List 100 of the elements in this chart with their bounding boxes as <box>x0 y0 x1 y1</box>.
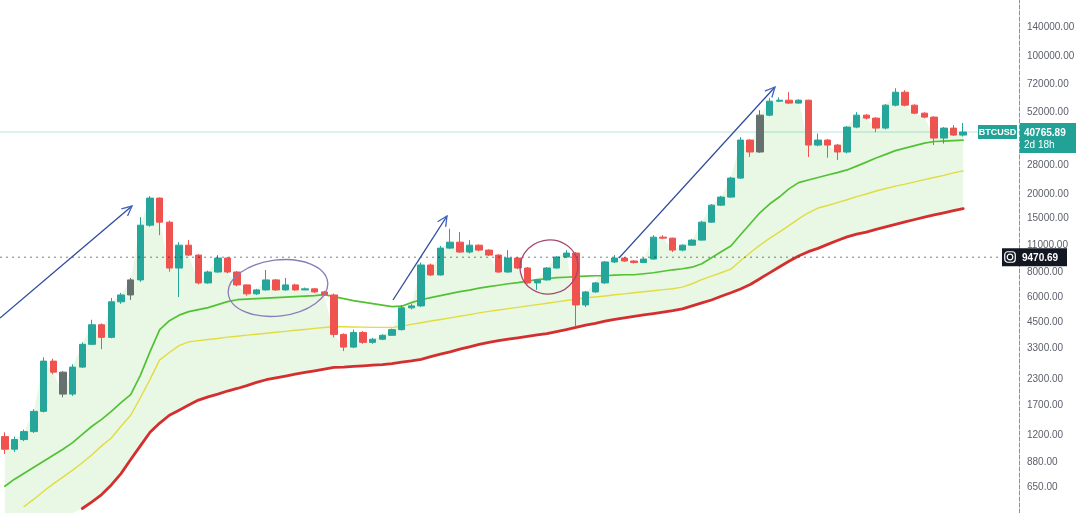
candlestick <box>185 239 192 257</box>
candlestick <box>524 266 531 285</box>
candlestick <box>863 113 870 120</box>
candlestick <box>272 278 280 292</box>
candlestick <box>359 330 367 345</box>
candlestick <box>350 329 357 349</box>
candlestick <box>98 322 105 350</box>
candlestick <box>582 290 589 308</box>
candlestick <box>253 288 260 296</box>
candlestick <box>108 297 115 339</box>
candlestick <box>688 238 696 247</box>
candlestick <box>282 277 289 292</box>
candlestick <box>592 281 599 294</box>
candlestick <box>805 99 812 158</box>
y-tick-label: 52000.00 <box>1027 105 1070 117</box>
candlestick <box>11 436 18 453</box>
candlestick <box>543 266 551 282</box>
candlestick <box>214 254 222 274</box>
candlestick <box>127 277 134 301</box>
candlestick <box>504 249 512 274</box>
candlestick <box>843 125 851 154</box>
candlestick <box>766 97 773 117</box>
candlestick <box>911 103 918 115</box>
candlestick <box>485 248 493 257</box>
y-tick-label: 3300.00 <box>1027 342 1064 354</box>
y-tick-label: 100000.00 <box>1027 49 1075 61</box>
y-tick-label: 650.00 <box>1027 481 1059 493</box>
candlestick <box>737 136 744 180</box>
candlestick <box>776 96 783 103</box>
candlestick <box>195 253 202 285</box>
y-tick-label: 20000.00 <box>1027 187 1070 199</box>
text: 2d 18h <box>1024 138 1055 150</box>
candlestick <box>69 363 76 397</box>
candlestick <box>640 257 647 264</box>
candlestick <box>59 370 67 398</box>
candlestick <box>901 89 909 107</box>
candlestick <box>708 203 715 224</box>
candlestick <box>175 241 183 298</box>
candlestick <box>117 292 125 305</box>
candlestick <box>88 319 96 346</box>
y-tick-label: 28000.00 <box>1027 158 1070 170</box>
candlestick <box>814 133 822 147</box>
ref-line-label: 9470.69 <box>1022 251 1059 263</box>
candlestick <box>669 237 676 253</box>
candlestick <box>727 176 735 199</box>
candlestick <box>756 109 764 154</box>
annotation: BTCUSD <box>978 127 1017 138</box>
candlestick <box>621 256 628 263</box>
candlestick <box>40 356 47 413</box>
y-tick-label: 6000.00 <box>1027 290 1064 302</box>
candlestick <box>292 283 299 292</box>
candlestick <box>630 259 638 265</box>
y-tick-label: 1200.00 <box>1027 428 1064 440</box>
candlestick <box>466 239 473 254</box>
candlestick <box>20 429 28 442</box>
candlestick <box>824 138 831 159</box>
candlestick <box>79 341 86 369</box>
candlestick <box>330 293 338 338</box>
candlestick <box>224 256 231 274</box>
y-tick-label: 140000.00 <box>1027 20 1075 32</box>
candlestick <box>717 195 725 207</box>
candlestick <box>408 303 415 310</box>
line-series <box>80 207 965 510</box>
y-tick-label: 8000.00 <box>1027 266 1064 278</box>
candlestick <box>369 337 376 345</box>
y-tick-label: 4500.00 <box>1027 315 1064 327</box>
candlestick <box>417 262 425 308</box>
line-series <box>23 170 964 508</box>
candlestick <box>398 304 405 331</box>
candlestick <box>427 263 434 277</box>
candlestick <box>950 124 957 137</box>
candlestick <box>204 270 212 285</box>
candlestick <box>795 98 802 105</box>
y-tick-label: 72000.00 <box>1027 77 1070 89</box>
candlestick <box>50 358 57 375</box>
candlestick <box>659 234 667 240</box>
candlestick <box>475 243 483 252</box>
candlestick <box>495 253 502 274</box>
candlestick <box>146 195 154 228</box>
candlestick <box>611 254 618 264</box>
candlestick <box>534 278 541 291</box>
candlestick <box>930 115 938 146</box>
candlestick <box>301 287 309 291</box>
candlestick <box>340 332 347 352</box>
candlestick <box>872 116 880 133</box>
candlestick <box>456 231 464 254</box>
candlestick <box>243 283 251 297</box>
candlestick <box>853 111 860 129</box>
candlestick <box>785 91 793 105</box>
y-tick-label: 15000.00 <box>1027 212 1070 224</box>
candlestick <box>437 245 444 277</box>
candlestick <box>30 408 38 434</box>
y-tick-label: 880.00 <box>1027 455 1059 467</box>
y-tick-label: 2300.00 <box>1027 373 1064 385</box>
candlestick <box>379 333 386 341</box>
candlestick <box>446 228 454 250</box>
candlestick <box>388 328 396 337</box>
candlestick <box>698 220 706 242</box>
ref-line-label: 40765.89 <box>1024 126 1067 138</box>
candlestick <box>563 249 570 259</box>
